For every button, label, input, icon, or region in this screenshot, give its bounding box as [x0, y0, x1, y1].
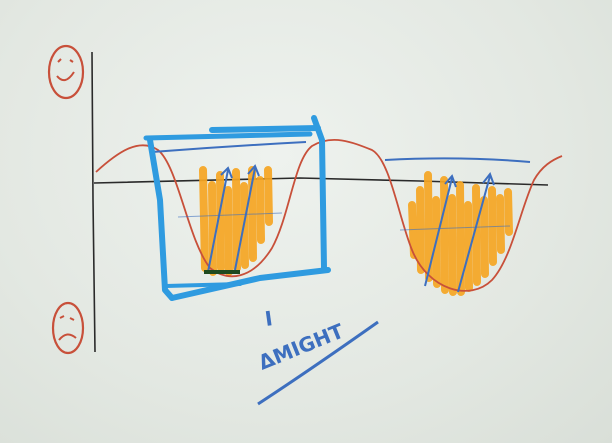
happiness-wave: [95, 139, 563, 292]
inner-line-left: [177, 212, 283, 218]
orange-fill-right: [408, 171, 513, 296]
annotation-tick: I: [263, 306, 274, 331]
arrows-left: [207, 164, 260, 273]
annotation: I ΔMIGHT: [255, 306, 379, 406]
highlight-box: [143, 115, 331, 301]
level-line-left: [151, 141, 307, 153]
sad-face-icon: [51, 301, 85, 355]
y-axis: [91, 51, 96, 353]
inner-line-right: [399, 225, 511, 231]
happy-face-icon: [47, 44, 85, 100]
level-line-right: [384, 157, 531, 163]
orange-fill-left: [199, 166, 273, 276]
annotation-stroke: [257, 320, 379, 406]
arrows-right: [424, 171, 495, 293]
